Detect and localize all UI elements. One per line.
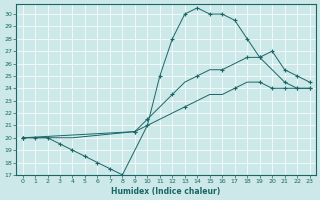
X-axis label: Humidex (Indice chaleur): Humidex (Indice chaleur) (111, 187, 221, 196)
